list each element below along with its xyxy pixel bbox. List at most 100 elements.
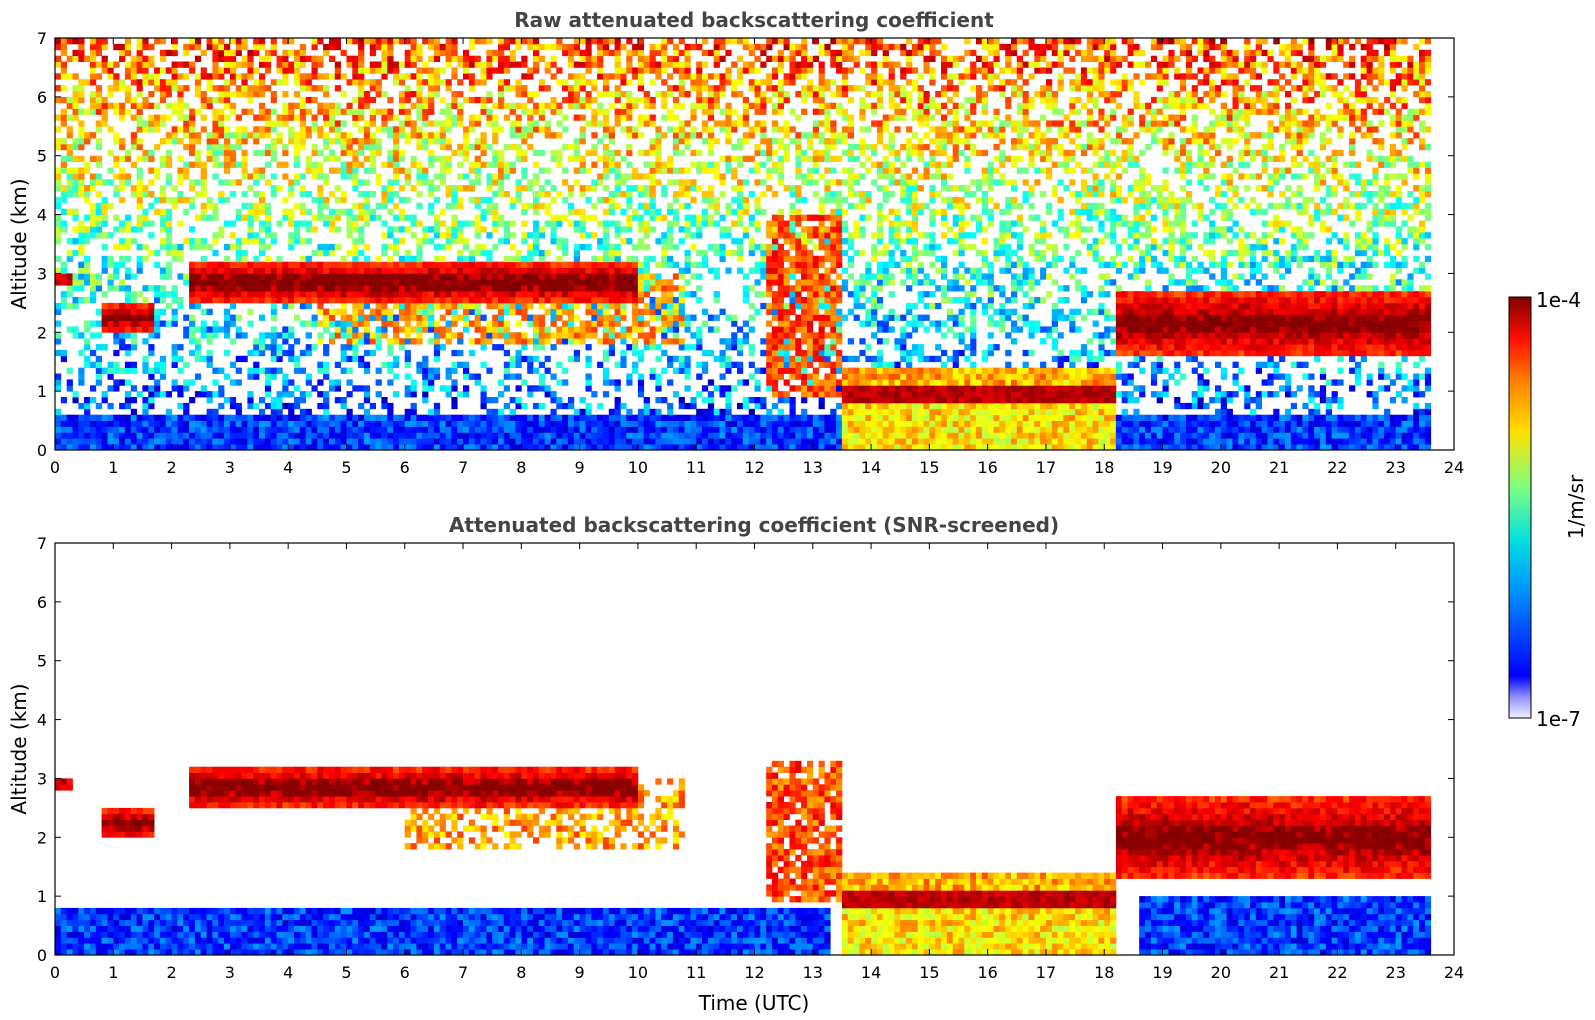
heatmap-cell [363, 285, 371, 292]
heatmap-cell [428, 38, 435, 45]
heatmap-cell [678, 167, 685, 174]
heatmap-cell [358, 49, 365, 57]
heatmap-cell [159, 391, 167, 398]
heatmap-cell [358, 179, 365, 186]
heatmap-cell [416, 261, 423, 268]
heatmap-cell [200, 326, 207, 333]
heatmap-cell [655, 432, 662, 439]
heatmap-cell [404, 73, 411, 80]
heatmap-cell [101, 214, 108, 221]
heatmap-cell [655, 238, 662, 245]
heatmap-cell [457, 432, 464, 439]
heatmap-cell [264, 208, 272, 215]
heatmap-cell [585, 43, 592, 51]
heatmap-cell [247, 238, 254, 245]
heatmap-cell [533, 120, 540, 127]
heatmap-cell [614, 249, 621, 257]
heatmap-cell [433, 273, 441, 280]
heatmap-cell [136, 426, 143, 433]
heatmap-cell [445, 102, 452, 109]
heatmap-cell [538, 402, 545, 410]
heatmap-cell [550, 308, 557, 315]
heatmap-cell [294, 397, 301, 404]
heatmap-cell [159, 438, 167, 445]
heatmap-cell [591, 320, 598, 327]
heatmap-cell [107, 426, 114, 433]
heatmap-cell [678, 79, 685, 86]
heatmap-cell [626, 373, 633, 380]
heatmap-cell [696, 285, 703, 292]
heatmap-cell [562, 79, 569, 86]
heatmap-cell [329, 167, 336, 174]
heatmap-cell [463, 326, 470, 333]
heatmap-cell [468, 73, 476, 80]
heatmap-cell [95, 426, 102, 433]
heatmap-cell [509, 373, 516, 380]
heatmap-cell [72, 444, 79, 450]
heatmap-cell [194, 414, 202, 421]
heatmap-cell [72, 279, 79, 286]
heatmap-cell [503, 402, 510, 410]
heatmap-cell [672, 261, 680, 268]
heatmap-cell [282, 143, 289, 151]
heatmap-cell [556, 297, 563, 304]
heatmap-cell [626, 96, 633, 104]
heatmap-cell [690, 149, 697, 157]
heatmap-cell [387, 261, 394, 268]
heatmap-cell [515, 61, 522, 68]
heatmap-cell [90, 414, 97, 421]
heatmap-cell [672, 132, 680, 139]
heatmap-cell [480, 132, 487, 139]
heatmap-cell [60, 279, 67, 286]
heatmap-cell [113, 379, 120, 386]
heatmap-cell [101, 314, 108, 321]
heatmap-cell [585, 291, 592, 298]
heatmap-cell [632, 96, 639, 104]
heatmap-cell [224, 261, 231, 268]
heatmap-cell [649, 432, 656, 439]
heatmap-cell [130, 132, 137, 139]
heatmap-cell [113, 173, 120, 180]
heatmap-cell [288, 191, 295, 198]
heatmap-cell [119, 285, 126, 292]
heatmap-cell [276, 420, 283, 427]
heatmap-cell [363, 244, 371, 251]
heatmap-cell [457, 114, 464, 121]
heatmap-cell [340, 132, 347, 139]
heatmap-cell [643, 291, 650, 298]
heatmap-cell [189, 379, 196, 386]
heatmap-cell [264, 285, 272, 292]
heatmap-cell [515, 179, 522, 186]
heatmap-cell [573, 432, 580, 439]
heatmap-cell [643, 244, 650, 251]
heatmap-cell [608, 220, 615, 227]
heatmap-cell [398, 73, 406, 80]
heatmap-cell [375, 273, 382, 280]
heatmap-cell [737, 267, 744, 274]
heatmap-cell [165, 91, 172, 98]
heatmap-cell [457, 79, 464, 86]
heatmap-cell [72, 91, 79, 98]
heatmap-cell [142, 208, 149, 215]
heatmap-cell [212, 43, 219, 51]
heatmap-cell [288, 261, 295, 268]
heatmap-cell [299, 85, 306, 92]
heatmap-cell [375, 297, 382, 304]
heatmap-cell [707, 432, 715, 439]
heatmap-cell [253, 373, 260, 380]
heatmap-cell [235, 444, 242, 450]
heatmap-cell [381, 73, 388, 80]
heatmap-cell [183, 167, 190, 174]
heatmap-cell [492, 432, 499, 439]
heatmap-cell [148, 420, 155, 427]
heatmap-cell [282, 297, 289, 304]
heatmap-cell [515, 355, 522, 363]
heatmap-cell [55, 279, 62, 286]
heatmap-cell [608, 91, 615, 98]
heatmap-cell [521, 126, 528, 133]
heatmap-cell [410, 426, 417, 433]
heatmap-cell [637, 202, 645, 210]
heatmap-cell [113, 43, 120, 51]
heatmap-cell [731, 338, 738, 345]
heatmap-cell [340, 414, 347, 421]
